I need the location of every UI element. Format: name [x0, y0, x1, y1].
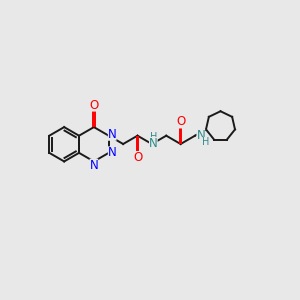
Text: H: H	[202, 137, 210, 147]
Text: N: N	[108, 146, 117, 159]
Text: N: N	[149, 137, 158, 150]
Text: O: O	[133, 151, 142, 164]
Text: H: H	[150, 132, 157, 142]
Text: O: O	[89, 99, 98, 112]
Text: N: N	[89, 159, 98, 172]
Text: N: N	[108, 128, 117, 141]
Text: O: O	[176, 116, 185, 128]
Text: N: N	[196, 129, 205, 142]
